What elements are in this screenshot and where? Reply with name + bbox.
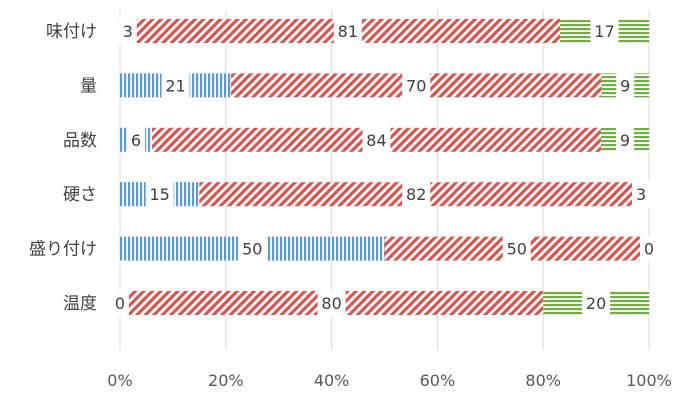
data-label-bg — [111, 290, 129, 316]
data-label: 9 — [620, 76, 630, 95]
data-label-bg — [590, 18, 619, 44]
data-label: 3 — [123, 22, 133, 41]
x-tick-labels: 0% 20% 40% 60% 80% 100% — [107, 371, 672, 390]
data-label: 15 — [149, 185, 169, 204]
x-tick-label: 60% — [420, 371, 456, 390]
data-label-bg — [317, 290, 346, 316]
data-label: 0 — [644, 240, 654, 259]
data-label-bg — [333, 18, 362, 44]
data-label-bg — [145, 181, 174, 208]
data-label: 17 — [594, 22, 614, 41]
data-label: 0 — [115, 294, 125, 313]
data-label-bg — [118, 18, 137, 44]
data-label-bg — [362, 126, 391, 153]
data-label: 84 — [366, 131, 386, 150]
data-label-bg — [502, 235, 531, 262]
data-label: 81 — [338, 22, 358, 41]
category-label: 品数 — [63, 131, 97, 151]
data-label-bg — [632, 181, 651, 208]
data-label: 20 — [586, 294, 606, 313]
data-label-bg — [616, 72, 635, 99]
data-label-bg — [640, 235, 658, 262]
bars-layer — [120, 19, 649, 315]
x-tick-label: 20% — [208, 371, 244, 390]
data-label-bg — [402, 72, 431, 99]
data-label-bg — [161, 72, 190, 99]
category-label: 盛り付け — [29, 240, 97, 260]
x-tick-label: 80% — [525, 371, 561, 390]
data-label: 50 — [242, 240, 262, 259]
data-label-bg — [582, 290, 611, 316]
data-label-bg — [615, 126, 634, 153]
category-label: 量 — [80, 76, 97, 96]
data-label-bg — [402, 181, 431, 208]
data-label: 9 — [620, 131, 630, 150]
data-label: 82 — [406, 185, 426, 204]
x-tick-label: 0% — [107, 371, 132, 390]
category-label: 硬さ — [63, 185, 97, 205]
data-label: 3 — [636, 185, 646, 204]
data-label: 6 — [131, 131, 141, 150]
category-label: 味付け — [46, 22, 97, 42]
data-label: 80 — [321, 294, 341, 313]
data-labels-layer: 3 81 17 21 70 9 6 84 9 15 82 3 50 50 0 0 80 20 — [111, 18, 658, 316]
data-label-bg — [238, 235, 267, 262]
x-tick-label: 100% — [626, 371, 672, 390]
category-label: 温度 — [63, 294, 97, 314]
data-label: 50 — [507, 240, 527, 259]
x-tick-label: 40% — [314, 371, 350, 390]
data-label: 70 — [406, 76, 426, 95]
data-label-bg — [127, 126, 146, 153]
data-label: 21 — [165, 76, 185, 95]
